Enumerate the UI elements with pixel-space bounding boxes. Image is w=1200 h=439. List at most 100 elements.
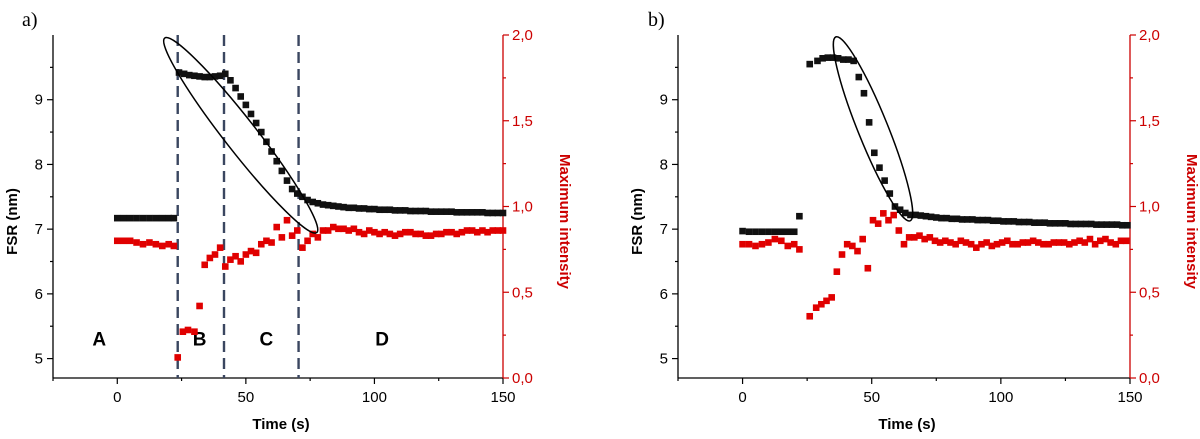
y-left-tick-label: 6: [660, 286, 668, 303]
intensity-point: [962, 239, 970, 246]
fsr-point: [1108, 221, 1116, 228]
fsr-point: [345, 204, 353, 212]
y-left-tick-label: 8: [35, 156, 43, 173]
intensity-point: [437, 230, 445, 238]
fsr-point: [473, 209, 481, 216]
fsr-point: [1005, 218, 1012, 225]
intensity-point: [739, 240, 746, 248]
fsr-point: [824, 54, 832, 61]
intensity-point: [184, 326, 192, 334]
region-label-a: A: [92, 330, 106, 351]
x-axis-title: Time (s): [252, 416, 309, 433]
intensity-point: [263, 237, 270, 245]
fsr-point: [1025, 218, 1033, 226]
fsr-point: [855, 73, 863, 81]
fsr-point: [796, 212, 803, 220]
intensity-point: [170, 242, 178, 250]
intensity-point: [998, 239, 1006, 246]
intensity-point: [859, 235, 866, 243]
fsr-point: [876, 164, 883, 171]
intensity-point: [165, 240, 173, 248]
intensity-point: [911, 234, 918, 241]
intensity-point: [227, 256, 234, 263]
intensity-point: [1014, 240, 1021, 248]
intensity-point: [1107, 239, 1114, 246]
fsr-point: [126, 214, 134, 222]
fsr-point: [917, 212, 925, 219]
fsr-point: [146, 214, 153, 222]
intensity-point: [880, 210, 887, 217]
fsr-point: [943, 214, 950, 222]
fsr-point: [860, 89, 868, 97]
fsr-point: [901, 209, 909, 217]
intensity-point: [304, 237, 311, 245]
fsr-point: [953, 215, 961, 223]
intensity-point: [257, 240, 265, 248]
intensity-point: [796, 246, 803, 253]
intensity-point: [386, 230, 394, 238]
intensity-point: [854, 247, 861, 255]
intensity-point: [1102, 235, 1109, 243]
fsr-point: [1098, 221, 1105, 228]
intensity-point: [993, 240, 1001, 248]
y-right-tick-label: 1,0: [512, 199, 533, 216]
fsr-point: [784, 228, 792, 236]
x-tick-label: 100: [988, 389, 1013, 406]
fsr-point: [206, 73, 214, 81]
fsr-point: [1020, 218, 1028, 226]
fsr-point: [922, 212, 930, 220]
fsr-point: [1103, 221, 1111, 228]
fsr-point: [994, 217, 1002, 225]
intensity-point: [273, 223, 281, 231]
fsr-point: [745, 228, 753, 236]
intensity-point: [765, 239, 772, 246]
intensity-point: [1086, 235, 1094, 243]
intensity-point: [120, 237, 128, 245]
fsr-point: [1118, 221, 1126, 229]
fsr-point: [170, 214, 178, 222]
fsr-point: [870, 149, 878, 157]
intensity-point: [1035, 239, 1042, 246]
y-right-tick-label: 2,0: [512, 27, 533, 44]
fsr-point: [319, 201, 327, 208]
region-label-c: C: [260, 330, 274, 351]
intensity-point: [247, 247, 255, 255]
fsr-point: [1087, 220, 1095, 228]
fsr-point: [165, 214, 173, 222]
panel-label: a): [22, 9, 38, 31]
fsr-point: [252, 119, 260, 127]
fsr-point: [175, 69, 183, 76]
fsr-point: [907, 211, 914, 219]
fsr-point: [268, 148, 275, 155]
intensity-point: [895, 227, 903, 234]
intensity-point: [1019, 239, 1027, 246]
intensity-point: [355, 228, 363, 236]
fsr-point: [932, 214, 940, 221]
fsr-point: [448, 208, 455, 215]
fsr-point: [984, 216, 992, 224]
fsr-point: [463, 209, 471, 216]
fsr-point: [865, 119, 873, 126]
x-tick-label: 0: [113, 389, 121, 406]
intensity-point: [806, 312, 814, 320]
fsr-point: [309, 198, 317, 206]
intensity-point: [335, 225, 342, 233]
y-right-tick-label: 1,5: [512, 113, 533, 130]
fsr-point: [133, 214, 140, 222]
fsr-point: [422, 207, 430, 215]
fsr-point: [1056, 220, 1064, 227]
fsr-point: [739, 227, 746, 235]
intensity-point: [407, 228, 414, 236]
fsr-point: [391, 207, 399, 214]
fsr-point: [881, 177, 888, 184]
intensity-point: [790, 240, 798, 248]
fsr-point: [242, 101, 250, 109]
intensity-point: [499, 227, 507, 234]
fsr-point: [806, 60, 814, 68]
intensity-point: [1071, 239, 1078, 246]
y-left-tick-label: 5: [660, 351, 668, 368]
x-tick-label: 0: [738, 389, 746, 406]
fsr-point: [376, 206, 383, 214]
y-axis-left-title: FSR (nm): [4, 188, 21, 255]
y-axis-right-title: Maximum intensity: [1183, 154, 1200, 290]
